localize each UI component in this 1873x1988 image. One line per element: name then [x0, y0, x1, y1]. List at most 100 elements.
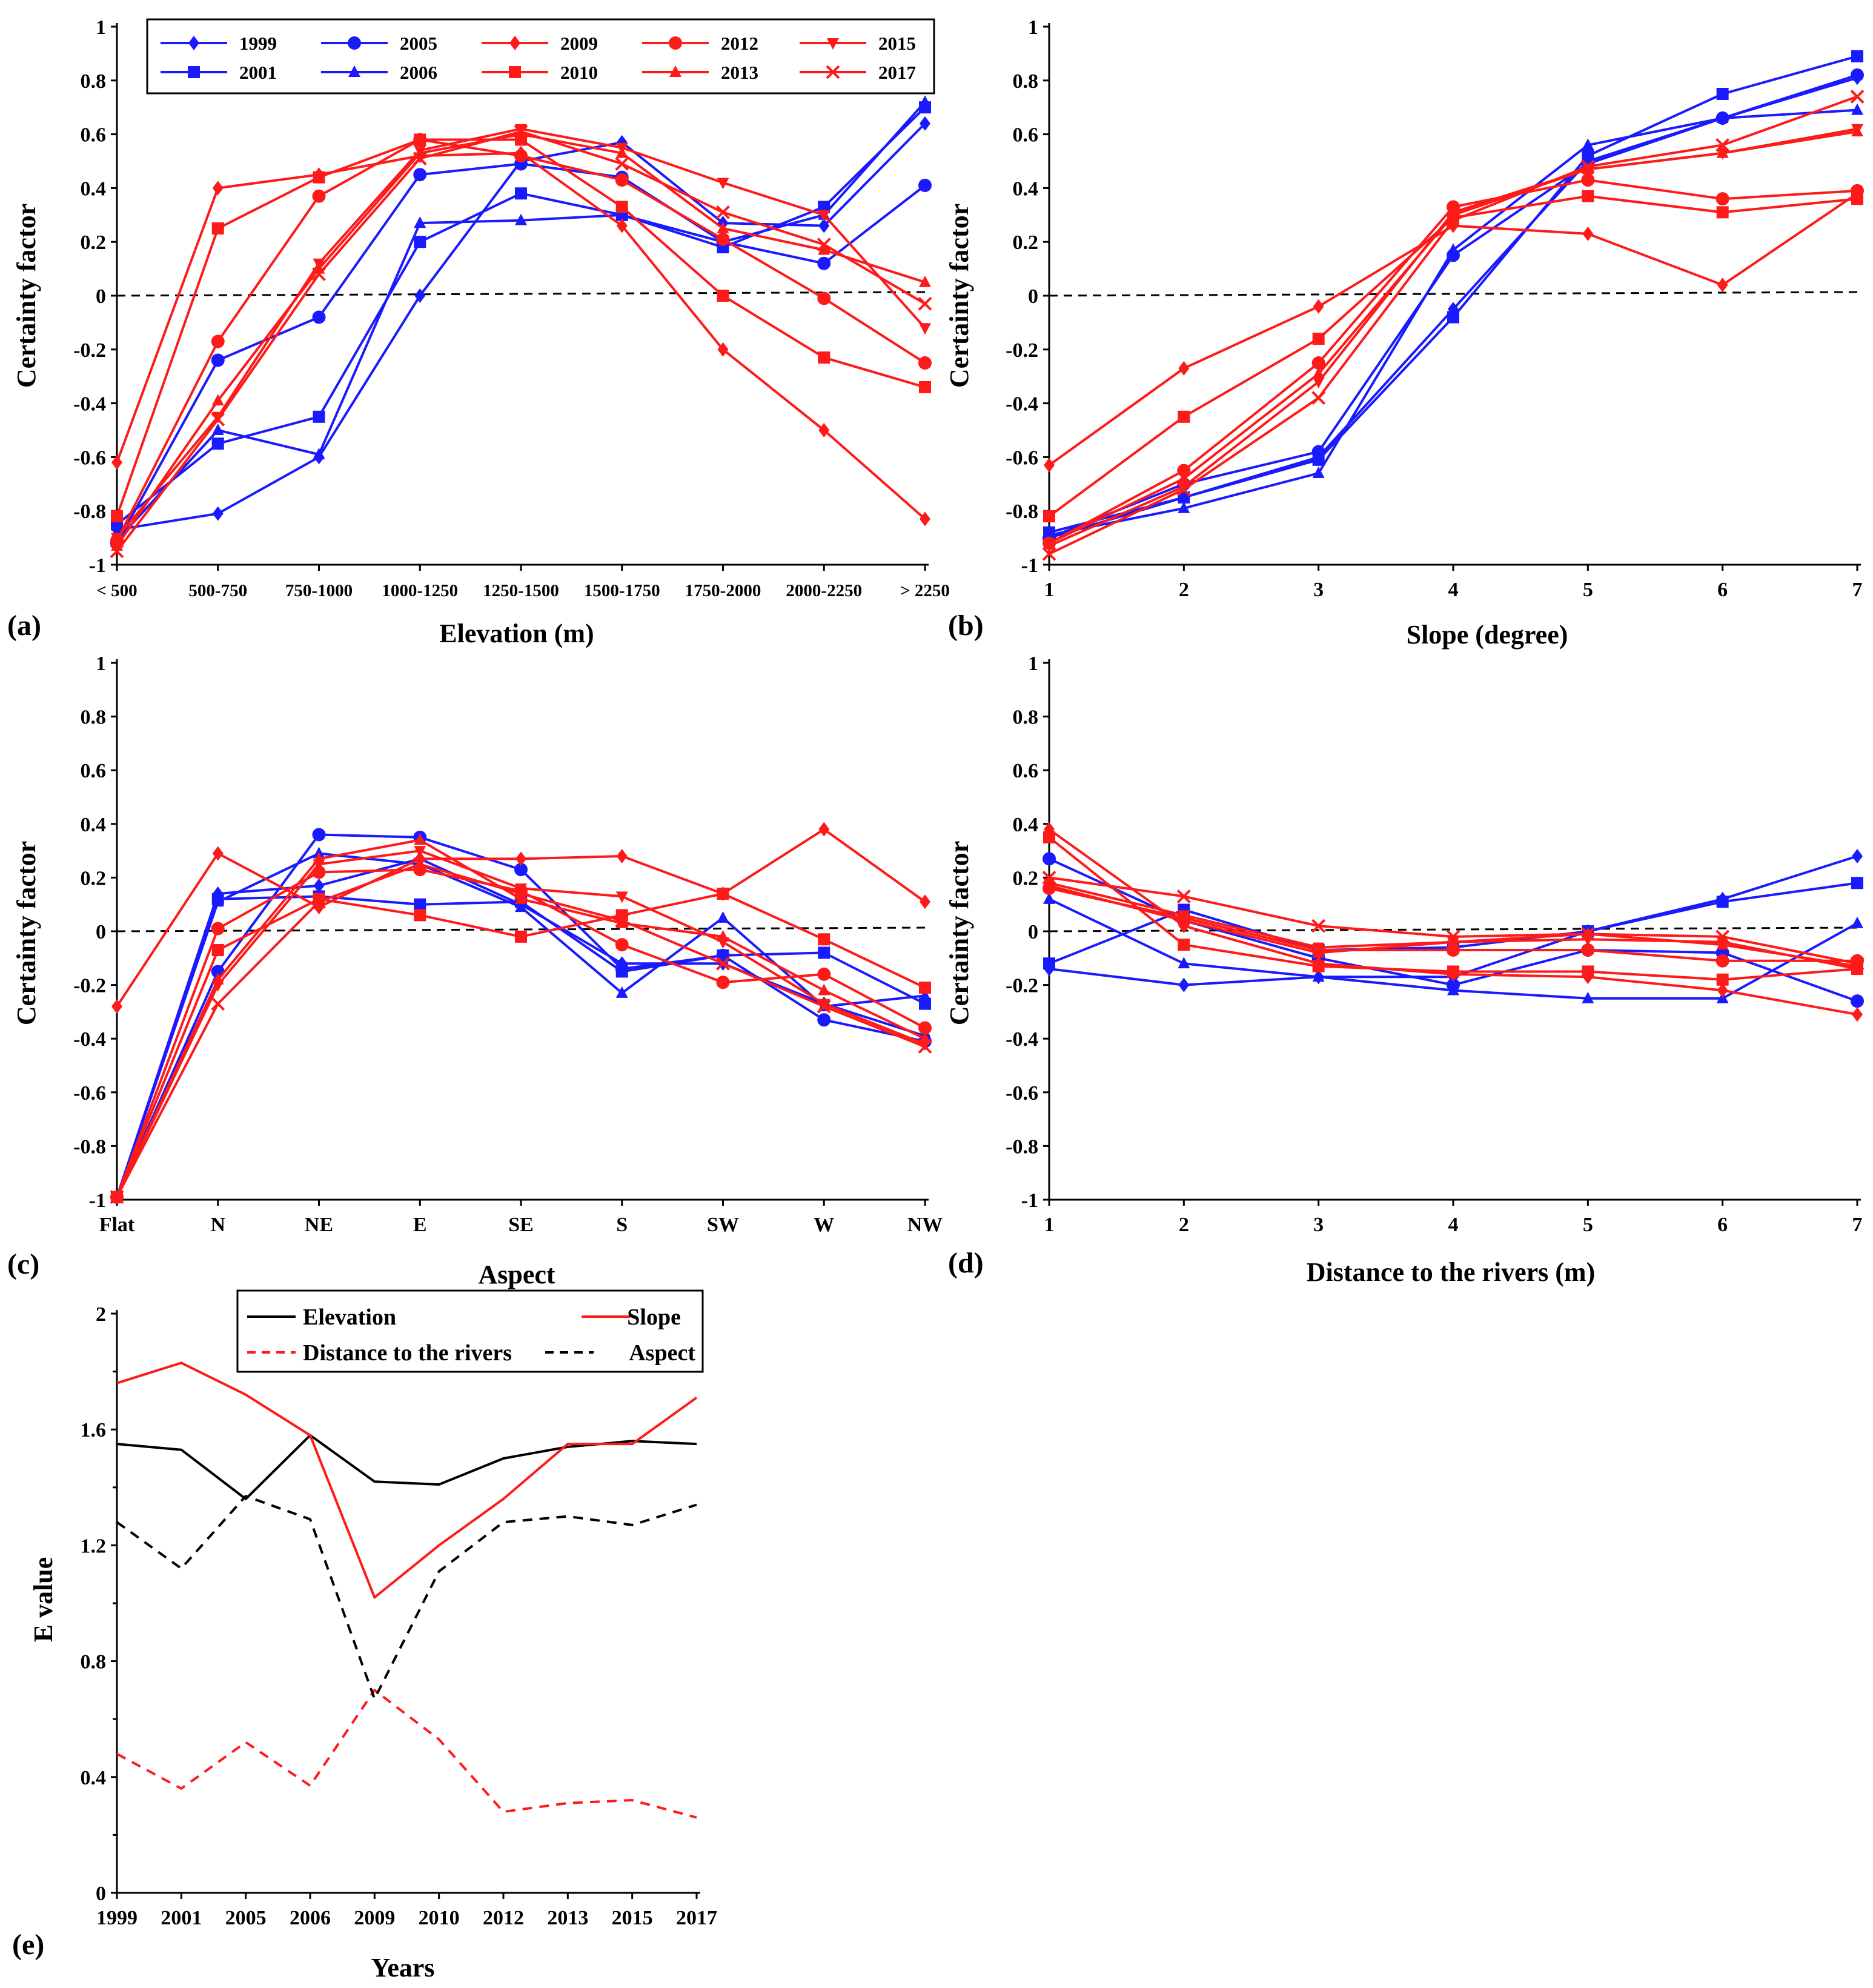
legend-label-2006: 2006: [400, 62, 437, 83]
data-point-2017-2: [1176, 889, 1191, 903]
panel-e-x-tick-label: 2012: [483, 1907, 524, 1929]
data-point-2012-2: [1177, 464, 1191, 477]
series-1999: [111, 116, 930, 537]
data-point-2015-1750-2000: [717, 178, 729, 190]
data-point-2013-1750-2000: [717, 222, 729, 233]
panel-a-x-tick-label: 1750-2000: [685, 581, 761, 600]
data-point-2012-2000-2250: [817, 291, 831, 305]
panel-c-series: [110, 822, 932, 1205]
panel-b-x-tick-label: 3: [1313, 579, 1324, 601]
panel-d-y-tick-label: 1: [1028, 653, 1038, 675]
data-point-2005-1000-1250: [413, 168, 427, 182]
series-1999: [1044, 70, 1863, 545]
panel-c-x-tick-label: N: [210, 1214, 225, 1236]
data-point-2013-3: [1312, 367, 1325, 379]
panel-a-y-tick-label: -0.2: [73, 339, 106, 362]
data-point-2010-SE: [515, 930, 527, 943]
panel-d-series: [1042, 822, 1865, 1022]
data-point-2006-SW: [717, 911, 729, 923]
panel-d-y-tick-label: -0.6: [1006, 1082, 1038, 1105]
data-point-2017-7: [1850, 956, 1865, 971]
data-point-2010-W: [818, 933, 830, 946]
panel-e-x-axis-title: Years: [371, 1953, 434, 1983]
legend-marker-2017: [826, 65, 840, 79]
data-point-2015-1500-1750: [615, 142, 628, 155]
data-point-1999-> 2250: [920, 116, 930, 131]
panel-b-axes: 1 0.8 0.6 0.4 0.2 0 -0.2 -0.4 -0.6 -0.8 -1 1 2 3 4 5 6 7: [1006, 16, 1862, 601]
data-point-2010-750-1000: [313, 171, 325, 184]
legend-e-label-0: Elevation: [303, 1305, 396, 1330]
data-point-2010-3: [1312, 333, 1325, 345]
panel-b-y-tick-label: -0.4: [1006, 393, 1038, 416]
data-point-2013-E: [414, 833, 426, 845]
data-point-2009-S: [616, 848, 628, 863]
panel-e-x-tick-label: 2009: [354, 1907, 395, 1929]
data-point-2005-3: [1311, 445, 1325, 459]
data-point-2017-1750-2000: [716, 205, 730, 219]
data-point-2010-SW: [717, 887, 729, 900]
data-point-2001-6: [1716, 896, 1729, 908]
panel-d-zero-reference-line: [1049, 926, 1858, 932]
data-point-2010-1750-2000: [717, 290, 729, 302]
data-point-2017-4: [1446, 213, 1460, 228]
data-point-2001-500-750: [211, 437, 224, 450]
data-point-2010-< 500: [111, 510, 123, 523]
series-2009: [111, 822, 930, 1014]
legend-entry-2005: 2005: [321, 33, 437, 54]
panel-e-x-tick-label: 2015: [612, 1907, 653, 1929]
series-2017: [110, 124, 932, 559]
legend-e-label-2: Distance to the rivers: [303, 1340, 512, 1366]
data-point-2015-3: [1312, 377, 1325, 389]
panel-b-x-tick-label: 4: [1448, 579, 1459, 601]
data-point-2017-1250-1500: [514, 124, 528, 139]
series-2012: [110, 133, 932, 548]
data-point-2015-3: [1312, 942, 1325, 954]
data-point-2005-W: [817, 1013, 831, 1027]
data-point-2017-1000-1250: [413, 151, 427, 165]
panel-a-x-tick-label: < 500: [96, 581, 137, 600]
panel-d-x-tick-label: 2: [1179, 1214, 1189, 1236]
panel-b-label: (b): [948, 610, 984, 642]
panel-c-y-tick-label: -0.2: [73, 975, 106, 997]
data-point-1999-2: [1178, 977, 1190, 992]
legend-years: 1999 2005 2009 2012 2015 2001 2006 2010 2013 2017: [146, 18, 935, 95]
panel-d-y-axis-title: Certainty factor: [944, 841, 974, 1025]
panel-a-y-tick-label: 0.6: [81, 124, 107, 147]
panel-c-y-tick-label: 0: [96, 921, 106, 943]
series-distance-to-the-rivers: [116, 1689, 697, 1819]
data-point-2017-> 2250: [918, 296, 932, 311]
panel-b-x-tick-label: 6: [1717, 579, 1728, 601]
data-point-2001-1250-1500: [515, 187, 527, 200]
legend-label-2015: 2015: [878, 33, 916, 54]
series-2010: [1043, 831, 1863, 986]
data-point-2015-4: [1447, 207, 1459, 219]
legend-e-label-3: Aspect: [629, 1340, 695, 1366]
data-point-2010-1: [1043, 510, 1055, 523]
series-2006: [1043, 103, 1863, 540]
legend-entry-1999: 1999: [161, 33, 277, 54]
data-point-2010-1: [1043, 831, 1055, 843]
data-point-2012-6: [1716, 954, 1729, 968]
series-line-2012: [116, 138, 926, 541]
legend-label-1999: 1999: [239, 33, 277, 54]
panel-b-y-tick-label: 0.2: [1013, 231, 1039, 254]
data-point-2015-< 500: [111, 533, 123, 545]
data-point-2010-6: [1716, 206, 1729, 219]
panel-b-y-tick-label: 0: [1028, 285, 1038, 308]
legend-label-2010: 2010: [560, 62, 598, 83]
panel-e-label: (e): [12, 1929, 44, 1961]
panel-d-x-tick-label: 5: [1583, 1214, 1593, 1236]
panel-d-y-tick-label: 0: [1028, 921, 1038, 943]
data-point-2006-2: [1178, 957, 1190, 969]
data-point-2009-3: [1313, 299, 1324, 314]
data-point-2017-SW: [716, 956, 730, 971]
data-point-2006-3: [1312, 467, 1325, 479]
data-point-2017-W: [817, 999, 831, 1014]
panel-c-x-tick-label: SE: [508, 1214, 534, 1236]
panel-b-x-tick-label: 7: [1852, 579, 1863, 601]
data-point-2013-2000-2250: [818, 243, 830, 255]
series-line-slope: [116, 1361, 698, 1599]
panel-a-y-tick-label: -0.6: [73, 447, 106, 469]
series-line-2015: [1049, 127, 1858, 547]
